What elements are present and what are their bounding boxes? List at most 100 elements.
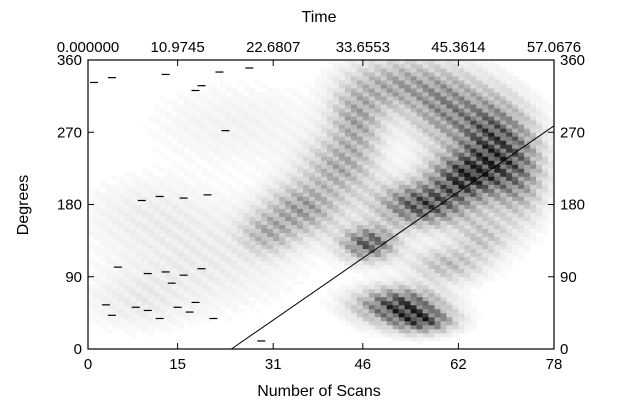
heatmap-cell	[201, 300, 208, 306]
heatmap-cell	[416, 96, 423, 101]
heatmap-cell	[153, 184, 161, 189]
heatmap-cell	[530, 212, 537, 217]
heatmap-cell	[165, 320, 173, 326]
heatmap-cell	[488, 260, 495, 266]
heatmap-cell	[147, 196, 155, 201]
heatmap-cell	[452, 236, 459, 242]
heatmap-cell	[267, 216, 274, 221]
heatmap-cell	[141, 172, 149, 177]
heatmap-cell	[512, 252, 519, 258]
heatmap-cell	[321, 132, 328, 137]
heatmap-cell	[231, 304, 238, 310]
heatmap-cell	[315, 80, 322, 85]
heatmap-cell	[326, 108, 334, 113]
heatmap-cell	[440, 208, 447, 213]
heatmap-cell	[326, 308, 334, 314]
heatmap-cell	[362, 324, 370, 330]
heatmap-cell	[338, 252, 346, 258]
heatmap-cell	[512, 204, 519, 209]
heatmap-cell	[93, 268, 101, 274]
heatmap-cell	[404, 260, 412, 266]
heatmap-cell	[458, 176, 465, 181]
heatmap-cell	[279, 284, 286, 290]
heatmap-cell	[398, 60, 406, 65]
heatmap-cell	[542, 148, 549, 153]
heatmap-cell	[518, 104, 525, 109]
heatmap-cell	[362, 168, 370, 173]
heatmap-cell	[255, 188, 262, 193]
heatmap-cell	[398, 160, 406, 165]
heatmap-cell	[518, 152, 525, 157]
heatmap-cell	[326, 196, 334, 201]
heatmap-cell	[428, 216, 435, 221]
heatmap-cell	[189, 216, 196, 221]
heatmap-cell	[518, 220, 525, 225]
heatmap-cell	[111, 268, 119, 274]
heatmap-cell	[518, 100, 525, 105]
heatmap-cell	[410, 96, 417, 101]
heatmap-cell	[117, 204, 125, 209]
heatmap-cell	[225, 276, 232, 282]
heatmap-cell	[356, 216, 364, 221]
heatmap-cell	[332, 260, 340, 266]
heatmap-cell	[99, 236, 107, 242]
heatmap-cell	[428, 64, 435, 69]
heatmap-cell	[243, 184, 250, 189]
heatmap-cell	[506, 84, 513, 89]
heatmap-cell	[165, 192, 173, 197]
heatmap-cell	[207, 268, 214, 274]
heatmap-cell	[536, 208, 543, 213]
heatmap-cell	[380, 64, 388, 69]
heatmap-cell	[440, 252, 447, 258]
heatmap-cell	[303, 104, 310, 109]
heatmap-cell	[273, 192, 280, 197]
heatmap-cell	[416, 292, 423, 298]
heatmap-cell	[261, 224, 268, 229]
heatmap-cell	[243, 236, 250, 242]
heatmap-cell	[279, 184, 286, 189]
heatmap-cell	[416, 76, 423, 81]
heatmap-cell	[428, 180, 435, 185]
heatmap-cell	[135, 308, 143, 314]
heatmap-cell	[105, 228, 113, 233]
heatmap-cell	[111, 292, 119, 298]
heatmap-cell	[356, 316, 364, 322]
heatmap-cell	[225, 132, 232, 137]
heatmap-cell	[129, 232, 137, 238]
heatmap-cell	[392, 184, 400, 189]
heatmap-cell	[512, 240, 519, 246]
heatmap-cell	[476, 64, 483, 69]
heatmap-cell	[344, 264, 352, 270]
heatmap-cell	[147, 332, 155, 338]
heatmap-cell	[177, 296, 184, 302]
heatmap-cell	[123, 172, 131, 177]
heatmap-cell	[141, 304, 149, 310]
heatmap-cell	[374, 80, 382, 85]
heatmap-cell	[500, 240, 507, 246]
heatmap-cell	[219, 236, 226, 242]
heatmap-cell	[159, 236, 167, 242]
heatmap-cell	[344, 60, 352, 65]
heatmap-cell	[416, 108, 423, 113]
heatmap-cell	[147, 224, 155, 229]
heatmap-cell	[410, 152, 417, 157]
y2-tick-label: 90	[560, 269, 577, 286]
heatmap-cell	[207, 256, 214, 262]
heatmap-cell	[488, 204, 495, 209]
heatmap-cell	[261, 96, 268, 101]
heatmap-cell	[231, 104, 238, 109]
heatmap-cell	[428, 152, 435, 157]
heatmap-cell	[410, 236, 417, 242]
heatmap-cell	[255, 280, 262, 286]
heatmap-cell	[548, 164, 555, 169]
heatmap-cell	[428, 72, 435, 77]
heatmap-cell	[141, 256, 149, 262]
heatmap-cell	[350, 248, 358, 254]
heatmap-cell	[416, 92, 423, 97]
heatmap-cell	[297, 92, 304, 97]
heatmap-cell	[518, 180, 525, 185]
heatmap-cell	[500, 264, 507, 270]
heatmap-cell	[183, 252, 190, 258]
heatmap-cell	[165, 168, 173, 173]
heatmap-cell	[213, 300, 220, 306]
